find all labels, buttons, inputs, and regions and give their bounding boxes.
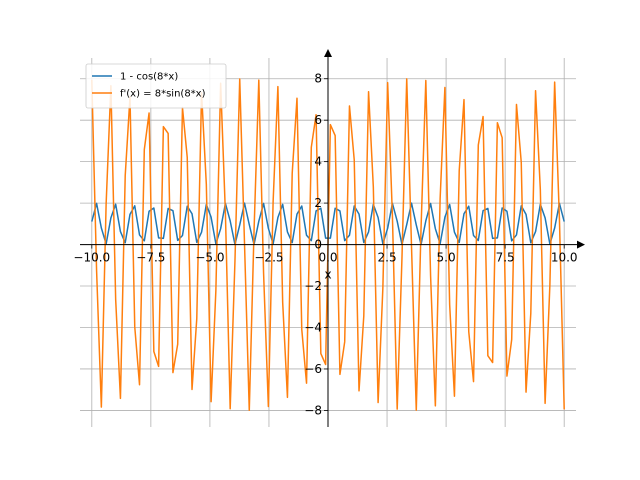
legend-label-1: f'(x) = 8*sin(8*x) (120, 89, 206, 100)
x-tick-label-4: 0.0 (318, 251, 337, 265)
y-tick-label-4: 0 (314, 238, 322, 252)
y-axis-arrow-icon (324, 49, 332, 57)
y-tick-label-2: −4 (304, 320, 322, 334)
axes (80, 49, 585, 427)
x-tick-label-5: 2.5 (378, 251, 397, 265)
x-tick-label-8: 10.0 (551, 251, 578, 265)
y-tick-label-5: 2 (314, 196, 322, 210)
x-tick-label-6: 5.0 (437, 251, 456, 265)
y-tick-label-3: −2 (304, 279, 322, 293)
ticks: −10.0 −7.5 −5.0 −2.5 0.0 2.5 5.0 7.5 10.0 −8 −6 −4 −… (73, 72, 577, 418)
x-tick-label-1: −7.5 (136, 251, 165, 265)
x-tick-label-3: −2.5 (254, 251, 283, 265)
x-tick-label-2: −5.0 (195, 251, 224, 265)
x-tick-label-0: −10.0 (73, 251, 110, 265)
y-tick-label-8: 8 (314, 72, 322, 86)
legend: 1 - cos(8*x) f'(x) = 8*sin(8*x) (85, 63, 227, 109)
x-axis-arrow-icon (577, 240, 585, 249)
y-tick-label-0: −8 (304, 403, 322, 417)
legend-box (85, 63, 227, 109)
x-tick-label-7: 7.5 (496, 251, 515, 265)
legend-label-0: 1 - cos(8*x) (120, 72, 178, 83)
y-tick-label-1: −6 (304, 362, 322, 376)
y-tick-label-7: 6 (314, 113, 322, 127)
x-axis-label: x (324, 268, 331, 282)
y-tick-label-6: 4 (314, 155, 322, 169)
